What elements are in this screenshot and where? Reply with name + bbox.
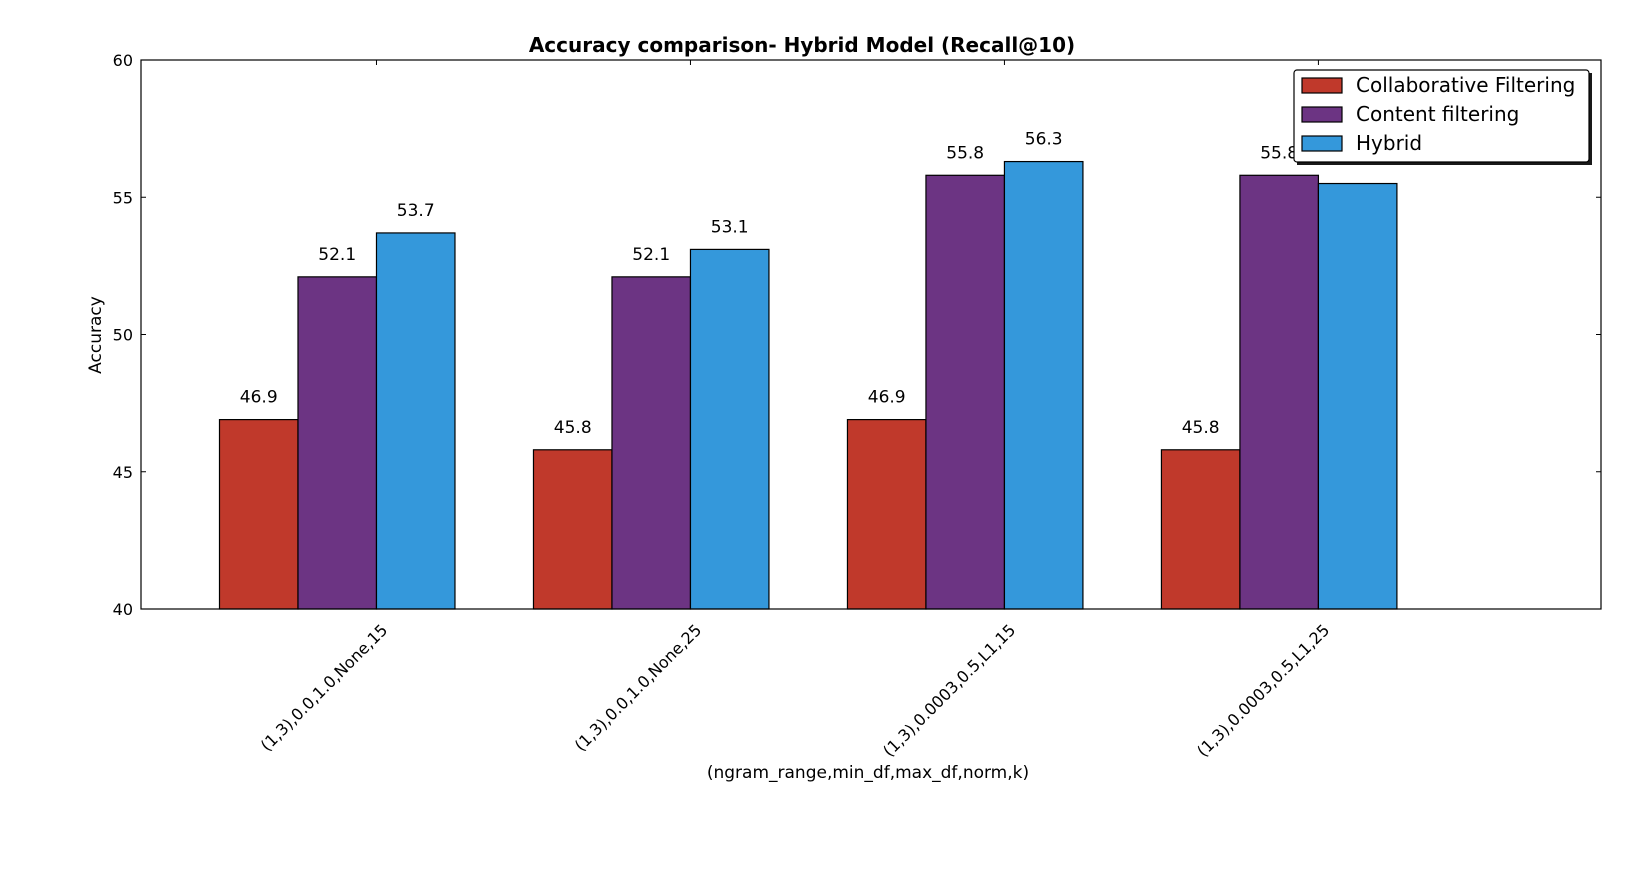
bar-hybrid-2 [689,248,770,610]
data-label: 46.9 [868,388,906,408]
data-label: 46.9 [240,388,278,408]
bar-content-filtering-3 [925,174,1006,610]
legend-label: Collaborative Filtering [1356,73,1575,97]
bar-hybrid-3 [1003,160,1084,610]
y-tick-label: 40 [113,600,133,619]
data-label: 52.1 [632,245,670,265]
y-tick-label: 60 [113,51,133,70]
x-tick-label: (1,3),0.0,1.0,None,15 [257,620,392,755]
data-label: 52.1 [318,245,356,265]
data-label: 56.3 [1025,130,1063,150]
bar-content-filtering-4 [1239,174,1320,610]
bar-collaborative-filtering-1 [218,418,299,610]
plot-frame [140,59,1602,610]
legend-swatch [1301,135,1343,152]
data-label: 45.8 [554,418,592,438]
x-tick-label: (1,3),0.0003,0.5,L1,25 [1193,620,1333,760]
legend-label: Hybrid [1356,131,1422,155]
bar-hybrid-1 [375,232,456,610]
legend-swatch [1301,77,1343,94]
bar-content-filtering-2 [611,276,692,610]
data-label: 45.8 [1182,418,1220,438]
legend-label: Content filtering [1356,102,1519,126]
chart-title: Accuracy comparison- Hybrid Model (Recal… [529,33,1075,57]
bar-collaborative-filtering-4 [1160,449,1241,610]
data-label: 55.8 [1260,143,1298,163]
y-tick-label: 55 [113,188,133,207]
x-axis-label: (ngram_range,min_df,max_df,norm,k) [707,763,1029,783]
data-label: 55.8 [946,143,984,163]
bar-hybrid-4 [1317,182,1398,610]
bar-collaborative-filtering-3 [846,418,927,610]
x-tick-label: (1,3),0.0,1.0,None,25 [571,620,706,755]
x-tick-label: (1,3),0.0003,0.5,L1,15 [879,620,1019,760]
y-axis-label: Accuracy [86,296,106,374]
bar-collaborative-filtering-2 [532,449,613,610]
bar-content-filtering-1 [297,276,378,610]
y-tick-label: 45 [113,463,133,482]
data-label: 53.1 [711,217,749,237]
legend-swatch [1301,106,1343,123]
legend: Collaborative Filtering Content filtering… [1293,69,1592,165]
legend-box [1293,69,1590,163]
y-tick-label: 50 [113,326,133,345]
data-label: 53.7 [397,201,435,221]
